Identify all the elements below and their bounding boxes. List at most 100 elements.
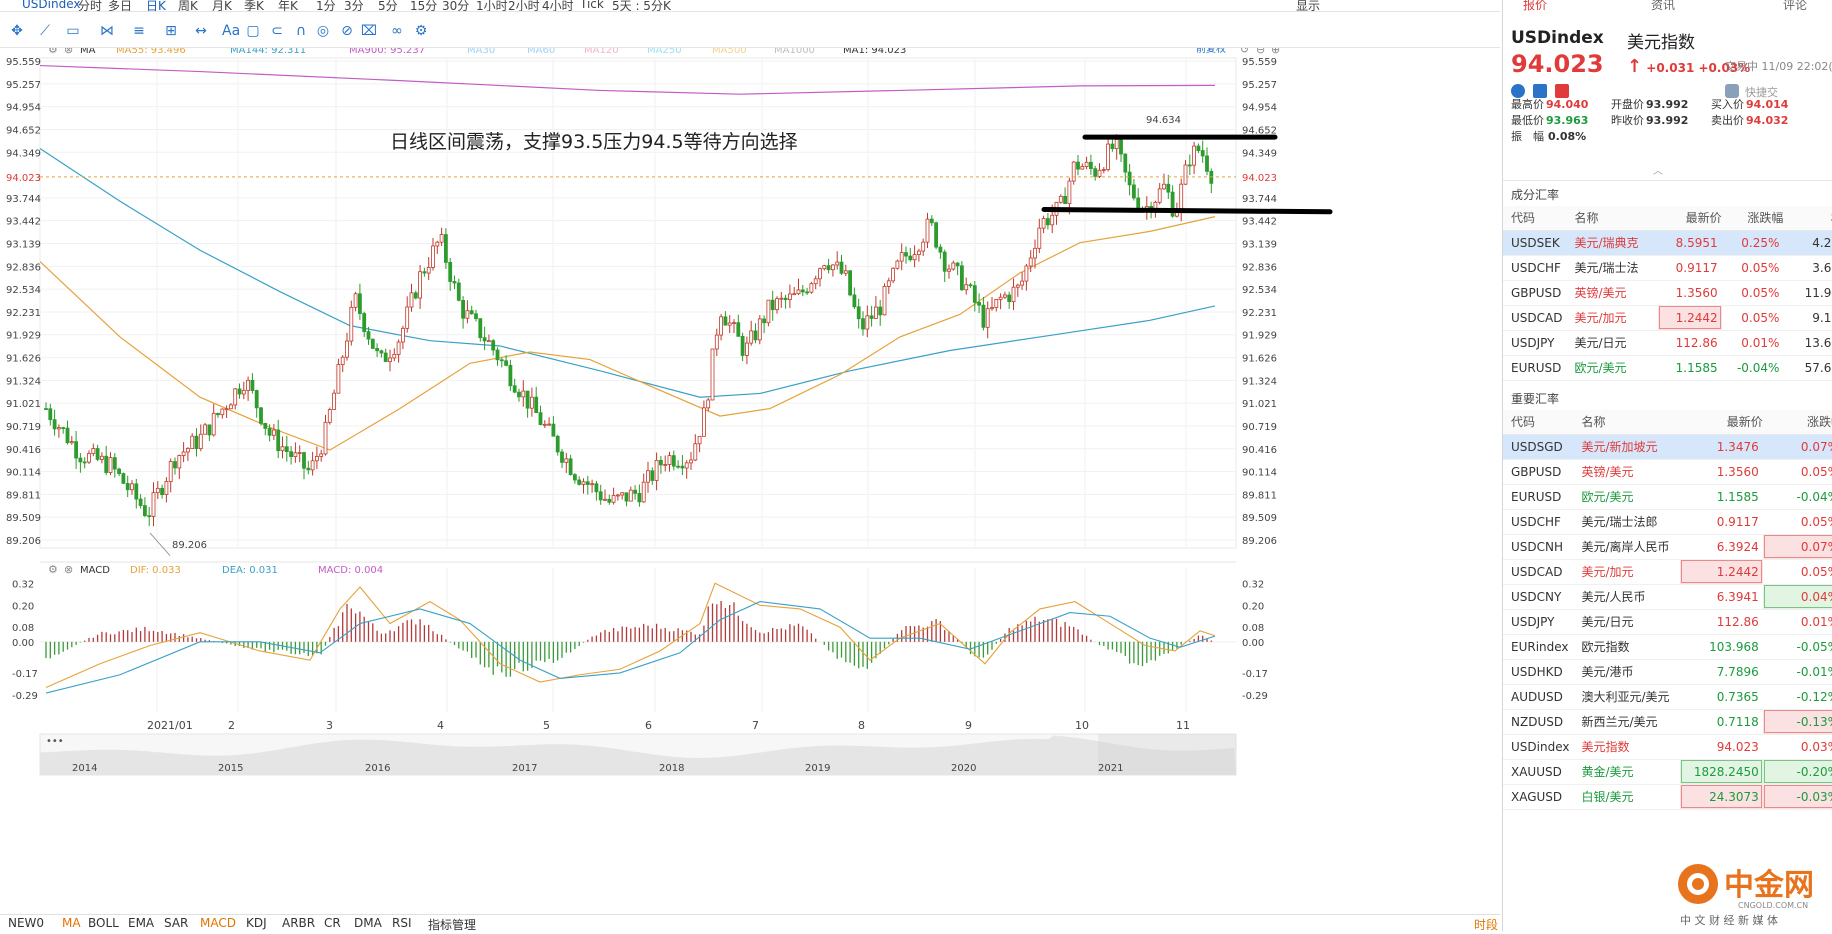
symbol-title[interactable]: USDindex bbox=[22, 0, 81, 11]
indicator-tab-kdj[interactable]: KDJ bbox=[246, 916, 267, 930]
quick-trade-button[interactable]: 快捷交 bbox=[1745, 86, 1778, 99]
indicator-tab-arbr[interactable]: ARBR bbox=[282, 916, 316, 930]
eye-icon[interactable]: ◎ bbox=[316, 23, 330, 39]
quote-tab-2[interactable]: 评论 bbox=[1783, 0, 1808, 12]
period-3[interactable]: 周K bbox=[178, 0, 198, 12]
ma-legend-item[interactable]: MA55: 93.496 bbox=[116, 45, 186, 56]
settings-icon[interactable]: ⚙ bbox=[414, 23, 428, 39]
quote-tab-0[interactable]: 报价 bbox=[1523, 0, 1548, 12]
close-icon[interactable]: ⊗ bbox=[64, 43, 73, 56]
ma-legend-item[interactable]: MA120 bbox=[584, 45, 619, 56]
trash-icon[interactable]: ⌧ bbox=[360, 23, 378, 39]
column-header[interactable]: 权 bbox=[1783, 206, 1832, 231]
fibonacci-tool-icon[interactable]: ≡ bbox=[133, 23, 145, 39]
undo-icon[interactable]: ↺ bbox=[1240, 43, 1249, 56]
macd-legend-item[interactable]: DEA: 0.031 bbox=[222, 565, 278, 576]
delete-icon[interactable]: ⊘ bbox=[341, 23, 353, 39]
column-header[interactable]: 代码 bbox=[1503, 206, 1567, 231]
indicator-tab-new0[interactable]: NEW0 bbox=[8, 916, 45, 930]
favorite-icon[interactable] bbox=[1555, 84, 1569, 98]
period-15[interactable]: Tick bbox=[580, 0, 604, 11]
macd-legend-item[interactable]: DIF: 0.033 bbox=[130, 565, 181, 576]
ma-legend-item[interactable]: MA1: 94.023 bbox=[843, 45, 906, 56]
column-header[interactable]: 最新价 bbox=[1657, 206, 1722, 231]
crosshair-icon[interactable]: ✥ bbox=[11, 23, 23, 39]
ma-legend-item[interactable]: MA900: 95.237 bbox=[349, 45, 425, 56]
adjust-button[interactable]: 前复权 bbox=[1196, 42, 1226, 55]
ma-legend-item[interactable]: MA144: 92.311 bbox=[230, 45, 306, 56]
indicator-tab-macd[interactable]: MACD bbox=[200, 916, 236, 930]
period-6[interactable]: 年K bbox=[278, 0, 298, 12]
settings-icon[interactable]: ⚙ bbox=[48, 43, 58, 56]
period-14[interactable]: 4小时 bbox=[542, 0, 574, 12]
indicator-tab-ma[interactable]: MA bbox=[62, 916, 81, 930]
magnet-icon[interactable]: ⊂ bbox=[271, 23, 283, 39]
column-header[interactable]: 涨跌幅 bbox=[1762, 410, 1832, 435]
period-0[interactable]: 分时 bbox=[78, 0, 103, 12]
bell-icon[interactable] bbox=[1725, 84, 1739, 98]
line-tool-icon[interactable]: ⟋ bbox=[40, 23, 50, 39]
period-16[interactable]: 5天 : 5分K bbox=[612, 0, 671, 12]
navigator-window[interactable] bbox=[1098, 734, 1236, 775]
period-11[interactable]: 30分 bbox=[442, 0, 470, 12]
pattern-tool-icon[interactable]: ⋈ bbox=[100, 23, 114, 39]
minus-icon[interactable]: ⊖ bbox=[1256, 43, 1265, 56]
plus-icon[interactable]: ⊕ bbox=[1271, 43, 1280, 56]
indicator-tab-cr[interactable]: CR bbox=[324, 916, 341, 930]
macd-legend-item[interactable]: MACD: 0.004 bbox=[318, 565, 383, 576]
quote-tab-1[interactable]: 资讯 bbox=[1651, 0, 1676, 12]
note-tool-icon[interactable]: ▢ bbox=[246, 23, 260, 39]
display-menu[interactable]: 显示 bbox=[1296, 0, 1321, 12]
column-header[interactable]: 涨跌幅 bbox=[1721, 206, 1784, 231]
lock-icon[interactable]: ∩ bbox=[295, 23, 307, 39]
indicator-tab-dma[interactable]: DMA bbox=[354, 916, 382, 930]
column-header[interactable]: 代码 bbox=[1503, 410, 1574, 435]
ma-legend-item[interactable]: MA30 bbox=[467, 45, 495, 56]
link-icon[interactable]: ∞ bbox=[391, 23, 403, 39]
column-header[interactable]: 名称 bbox=[1566, 206, 1658, 231]
ma-legend-item[interactable]: MA1000 bbox=[774, 45, 815, 56]
column-header[interactable]: 最新价 bbox=[1680, 410, 1763, 435]
period-7[interactable]: 1分 bbox=[316, 0, 336, 12]
period-10[interactable]: 15分 bbox=[410, 0, 438, 12]
macd-settings-icon[interactable]: ⚙ bbox=[48, 563, 58, 576]
kline-chart-svg[interactable]: 95.559 95.559 95.257 95.257 94.954 94.954 94.6… bbox=[0, 42, 1500, 914]
indicator-tab-boll[interactable]: BOLL bbox=[88, 916, 119, 930]
period-2[interactable]: 日K bbox=[146, 0, 166, 12]
navigator-handle-icon[interactable]: ••• bbox=[46, 736, 64, 747]
arrows-tool-icon[interactable]: ↔ bbox=[195, 23, 207, 39]
collapse-icon[interactable]: ︿ bbox=[1653, 166, 1663, 177]
period-1[interactable]: 多日 bbox=[108, 0, 133, 12]
text-tool-icon[interactable]: Aa bbox=[222, 23, 241, 39]
macd-close-icon[interactable]: ⊗ bbox=[64, 563, 73, 576]
globe-icon[interactable] bbox=[1511, 84, 1525, 98]
column-header[interactable]: 名称 bbox=[1573, 410, 1681, 435]
period-13[interactable]: 2小时 bbox=[508, 0, 540, 12]
doc-icon[interactable] bbox=[1533, 84, 1547, 98]
measure-tool-icon[interactable]: ⊞ bbox=[165, 23, 177, 39]
rectangle-tool-icon[interactable]: ▭ bbox=[66, 23, 80, 39]
indicator-tab-ema[interactable]: EMA bbox=[128, 916, 155, 930]
indicator-tab-rsi[interactable]: RSI bbox=[392, 916, 412, 930]
period-9[interactable]: 5分 bbox=[378, 0, 398, 12]
period-12[interactable]: 1小时 bbox=[476, 0, 508, 12]
